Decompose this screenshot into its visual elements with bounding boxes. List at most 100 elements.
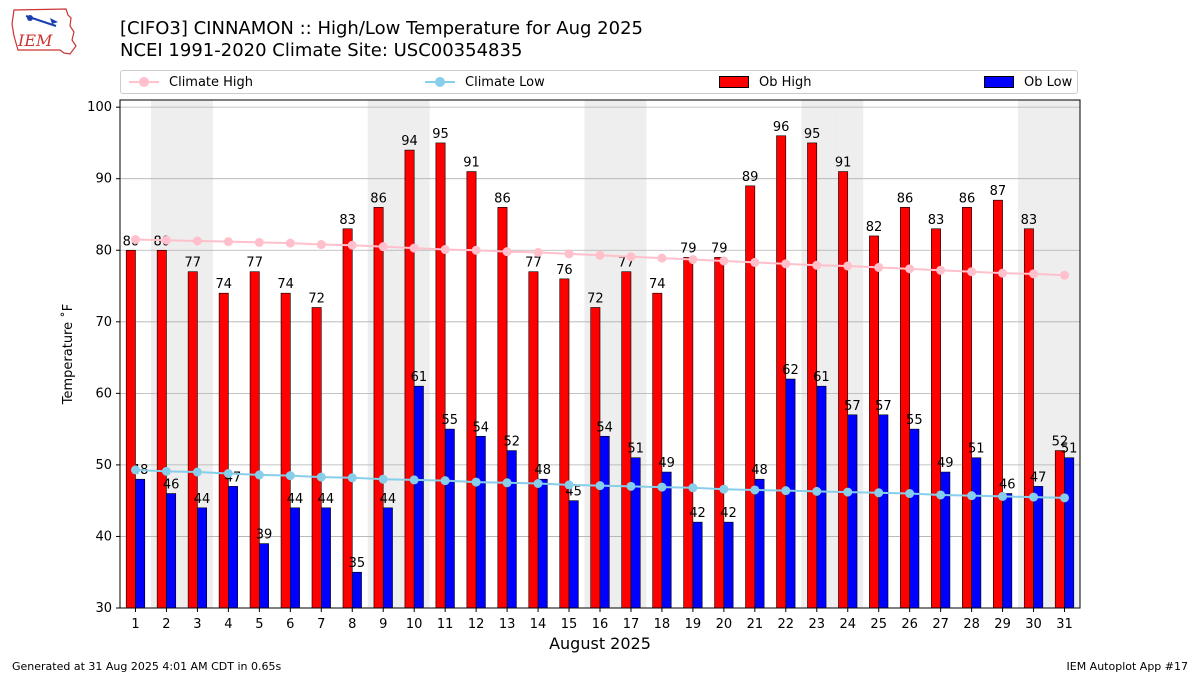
label-ob-high: 74 — [277, 277, 294, 292]
legend-swatch-ob-high — [719, 76, 749, 88]
y-tick-label: 40 — [95, 529, 112, 544]
point-climate-low — [812, 486, 822, 496]
x-tick-label: 28 — [963, 617, 980, 632]
bar-ob-low — [228, 486, 238, 609]
chart-title: [CIFO3] CINNAMON :: High/Low Temperature… — [120, 18, 643, 39]
legend-swatch-ob-low — [984, 76, 1014, 88]
label-ob-low: 47 — [1030, 470, 1047, 485]
bar-ob-low — [630, 457, 641, 609]
bar-ob-low — [1064, 457, 1075, 609]
point-climate-high — [409, 243, 419, 253]
bar-ob-low — [413, 385, 424, 609]
point-climate-low — [223, 468, 233, 478]
legend-label-climate-high: Climate High — [169, 74, 254, 90]
legend-box-ob-high — [719, 76, 749, 88]
label-ob-high: 96 — [773, 120, 790, 135]
bar-ob-low — [661, 471, 672, 609]
point-climate-low — [595, 481, 605, 491]
point-climate-low — [1029, 492, 1039, 502]
x-tick-label: 31 — [1056, 617, 1073, 632]
bar-ob-high — [373, 207, 384, 609]
point-climate-low — [626, 481, 636, 491]
x-tick-label: 23 — [809, 617, 826, 632]
label-ob-low: 46 — [999, 478, 1016, 493]
point-climate-high — [905, 264, 915, 274]
bar-ob-high — [590, 307, 601, 609]
x-tick-label: 19 — [685, 617, 702, 632]
point-climate-high — [750, 257, 760, 267]
plot-frame — [119, 99, 1081, 609]
label-ob-high: 72 — [587, 291, 604, 306]
autoplot-credit: IEM Autoplot App #17 — [1066, 660, 1189, 673]
y-tick-label: 100 — [87, 100, 112, 115]
label-ob-high: 83 — [339, 213, 356, 228]
bar-ob-low — [692, 521, 703, 609]
bar-ob-low — [320, 507, 331, 609]
label-ob-low: 49 — [658, 456, 675, 471]
generated-timestamp: Generated at 31 Aug 2025 4:01 AM CDT in … — [12, 660, 282, 673]
label-ob-low: 51 — [968, 442, 985, 457]
bar-ob-high — [559, 278, 570, 609]
label-ob-low: 54 — [473, 420, 490, 435]
bar-ob-low — [568, 500, 579, 609]
bar-ob-high — [683, 257, 694, 609]
point-climate-high — [440, 245, 450, 255]
bar-ob-high — [992, 199, 1003, 609]
point-climate-low — [657, 482, 667, 492]
x-tick-label: 18 — [654, 617, 671, 632]
bar-ob-high — [528, 271, 539, 609]
bar-ob-high — [311, 307, 322, 609]
x-tick-label: 15 — [561, 617, 578, 632]
label-ob-high: 74 — [215, 277, 232, 292]
x-tick-label: 9 — [379, 617, 387, 632]
y-tick-label: 80 — [95, 243, 112, 258]
bar-ob-high — [962, 207, 972, 609]
y-tick-label: 60 — [95, 386, 112, 401]
bar-ob-low — [723, 521, 734, 609]
bar-ob-low — [382, 507, 393, 609]
point-climate-low — [502, 478, 512, 488]
y-tick-label: 70 — [95, 315, 112, 330]
point-climate-high — [719, 256, 729, 266]
x-tick-label: 5 — [255, 617, 263, 632]
label-ob-low: 54 — [596, 420, 613, 435]
bar-ob-low — [537, 478, 548, 609]
point-climate-low — [719, 484, 729, 494]
label-ob-low: 51 — [1061, 442, 1078, 457]
bar-ob-low — [444, 428, 455, 609]
point-climate-low — [750, 485, 760, 495]
label-ob-high: 76 — [556, 263, 573, 278]
label-ob-low: 62 — [782, 363, 799, 378]
label-ob-high: 77 — [185, 256, 202, 271]
point-climate-high — [378, 242, 388, 252]
point-climate-low — [874, 488, 884, 498]
point-climate-high — [688, 255, 698, 265]
label-ob-low: 61 — [813, 370, 830, 385]
chart-subtitle: NCEI 1991-2020 Climate Site: USC00354835 — [120, 40, 523, 61]
bar-ob-low — [847, 414, 858, 609]
bar-ob-high — [1023, 228, 1034, 609]
bar-ob-low — [816, 385, 827, 609]
point-climate-high — [936, 265, 946, 275]
point-climate-high — [781, 259, 791, 269]
label-ob-low: 48 — [751, 463, 768, 478]
label-ob-high: 79 — [711, 241, 728, 256]
point-climate-high — [471, 245, 481, 255]
bar-ob-low — [506, 450, 517, 609]
point-climate-high — [812, 260, 822, 270]
point-climate-low — [130, 465, 140, 475]
point-climate-low — [161, 466, 171, 476]
y-tick-label: 50 — [95, 458, 112, 473]
label-ob-high: 86 — [959, 191, 976, 206]
bar-ob-low — [475, 435, 486, 609]
label-ob-high: 77 — [246, 256, 263, 271]
bar-ob-low — [971, 457, 982, 609]
point-climate-low — [533, 479, 543, 489]
legend-item-ob-low: Ob Low — [984, 71, 1072, 93]
point-climate-low — [440, 476, 450, 486]
legend: Climate High Climate Low Ob High Ob Low — [120, 70, 1078, 94]
point-climate-low — [471, 477, 481, 487]
bar-ob-high — [838, 171, 849, 609]
legend-label-climate-low: Climate Low — [465, 74, 545, 90]
